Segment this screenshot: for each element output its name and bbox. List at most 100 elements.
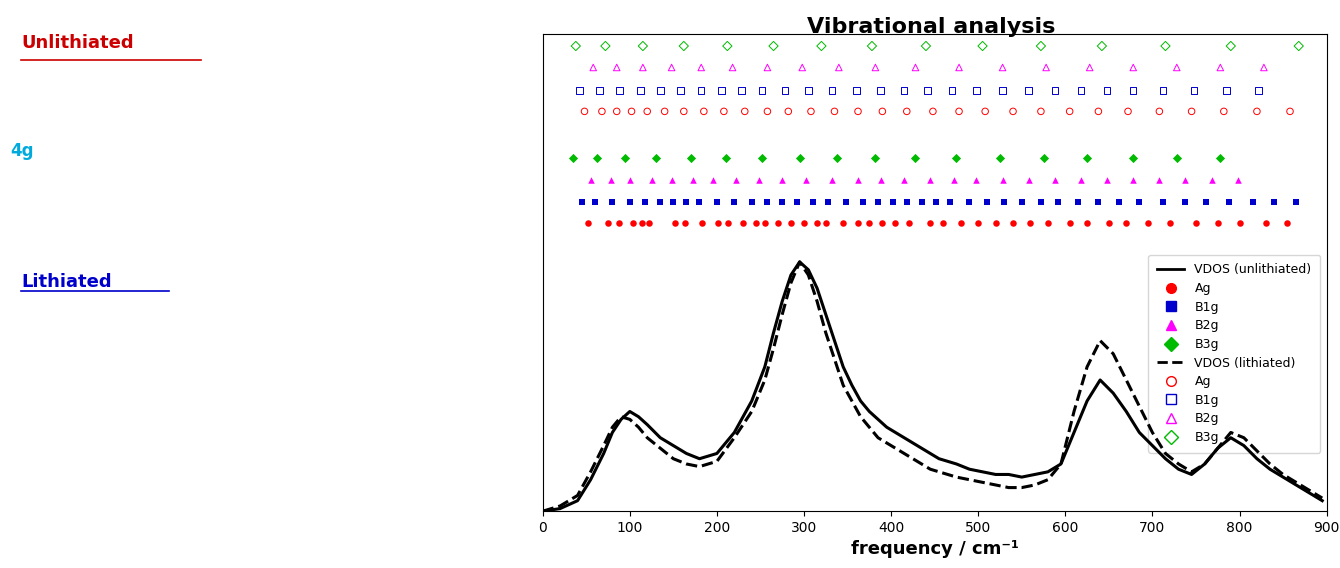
Point (894, 106, 915, 115)
Point (1152, 212, 1174, 222)
Point (708, 233, 729, 242)
Point (606, 126, 627, 135)
Point (1037, 233, 1059, 242)
Point (1159, 233, 1181, 242)
Point (835, 212, 856, 222)
Point (630, 106, 651, 115)
Point (966, 191, 988, 200)
Point (568, 106, 590, 115)
Point (635, 212, 657, 222)
Point (583, 84, 604, 93)
Point (1020, 233, 1041, 242)
Point (1123, 170, 1144, 179)
Point (847, 126, 868, 135)
Point (967, 233, 989, 242)
Point (623, 233, 645, 242)
Point (752, 106, 773, 115)
Point (1059, 233, 1080, 242)
Point (800, 126, 821, 135)
Point (1218, 212, 1240, 222)
Point (710, 106, 732, 115)
Point (766, 233, 788, 242)
Point (824, 126, 846, 135)
Point (870, 106, 891, 115)
Point (661, 84, 682, 93)
Point (828, 84, 850, 93)
Point (665, 233, 686, 242)
Point (1096, 106, 1118, 115)
Point (972, 64, 993, 73)
Point (1010, 212, 1032, 222)
Point (1088, 126, 1110, 135)
Point (1148, 191, 1170, 200)
Point (949, 126, 970, 135)
Point (915, 64, 937, 73)
Point (1138, 233, 1159, 242)
Point (636, 126, 658, 135)
Point (992, 106, 1013, 115)
Point (1033, 170, 1055, 179)
Legend: VDOS (unlithiated), Ag, B1g, B2g, B3g, VDOS (lithiated), Ag, B1g, B2g, B3g: VDOS (unlithiated), Ag, B1g, B2g, B3g, V… (1148, 254, 1320, 453)
Point (741, 212, 762, 222)
Point (1253, 84, 1274, 93)
Point (815, 233, 836, 242)
Point (673, 126, 694, 135)
Text: 4g: 4g (11, 141, 34, 160)
Point (693, 126, 714, 135)
Text: Vibrational analysis: Vibrational analysis (807, 17, 1056, 37)
Point (772, 212, 793, 222)
Point (821, 106, 843, 115)
Point (974, 126, 996, 135)
Point (1210, 84, 1231, 93)
Text: Unlithiated: Unlithiated (21, 34, 134, 52)
Point (1059, 126, 1080, 135)
Point (821, 191, 843, 200)
Point (646, 170, 667, 179)
Point (632, 64, 654, 73)
Point (867, 212, 888, 222)
Point (871, 126, 892, 135)
Point (950, 233, 972, 242)
Point (943, 191, 965, 200)
Point (917, 106, 938, 115)
Point (732, 233, 753, 242)
Point (780, 233, 801, 242)
Point (757, 84, 779, 93)
Point (689, 212, 710, 222)
Point (631, 233, 653, 242)
Point (1123, 106, 1144, 115)
Point (1079, 84, 1100, 93)
Point (661, 191, 682, 200)
Point (595, 64, 616, 73)
Point (1288, 64, 1309, 73)
Point (832, 233, 854, 242)
Point (1096, 191, 1118, 200)
Point (1018, 191, 1040, 200)
Point (608, 106, 630, 115)
Point (619, 212, 641, 222)
Point (1219, 64, 1241, 73)
Point (847, 233, 868, 242)
Point (724, 212, 745, 222)
Point (992, 191, 1013, 200)
Point (976, 212, 997, 222)
Point (896, 126, 918, 135)
Point (1183, 106, 1205, 115)
Point (679, 170, 702, 179)
Text: Lithiated: Lithiated (21, 273, 111, 291)
Point (905, 170, 926, 179)
Point (949, 84, 970, 93)
Point (602, 212, 623, 222)
Point (586, 170, 607, 179)
Point (864, 170, 886, 179)
Point (650, 106, 671, 115)
Point (1213, 126, 1234, 135)
Point (817, 212, 839, 222)
Point (606, 84, 627, 93)
Point (1097, 233, 1119, 242)
Point (787, 212, 808, 222)
Point (870, 191, 891, 200)
Point (674, 233, 695, 242)
Point (754, 233, 776, 242)
Point (670, 106, 691, 115)
